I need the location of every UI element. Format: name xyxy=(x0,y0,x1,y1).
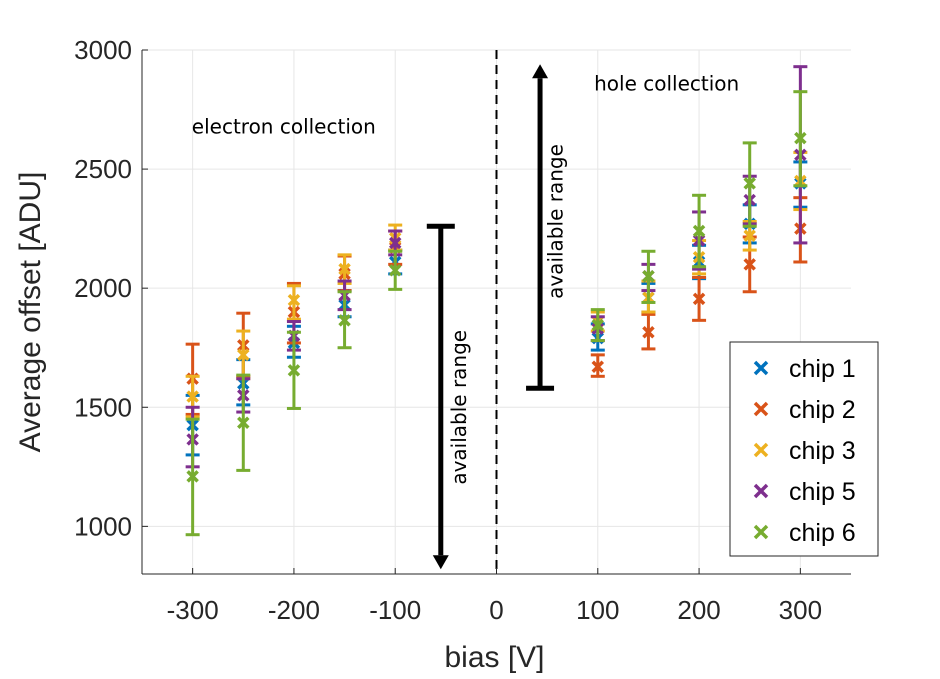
x-tick-label: 300 xyxy=(779,595,822,625)
y-tick-label: 1500 xyxy=(74,392,132,422)
legend-label: chip 5 xyxy=(789,478,856,506)
legend-marker xyxy=(753,483,769,499)
data-point-marker xyxy=(388,236,402,250)
x-tick-label: 0 xyxy=(489,595,503,625)
data-point-marker xyxy=(388,264,402,277)
legend-box xyxy=(729,341,879,557)
data-point-marker xyxy=(237,416,250,429)
data-point-marker xyxy=(338,262,351,276)
legend-marker xyxy=(753,524,769,540)
data-point-marker xyxy=(287,364,301,377)
series-layer xyxy=(185,65,808,537)
annotation-label: available range xyxy=(543,144,567,299)
legend-label: chip 6 xyxy=(789,519,856,547)
data-point-marker xyxy=(237,348,250,362)
series-chip-6 xyxy=(185,90,808,537)
x-tick-label: 200 xyxy=(677,595,720,625)
x-tick-label: -200 xyxy=(268,595,320,625)
annotation-label: hole collection xyxy=(594,71,739,95)
legend: chip 1 chip 2 chip 3 chip 5 chip 6 xyxy=(729,341,879,557)
legend-label: chip 3 xyxy=(789,437,856,465)
data-point-marker xyxy=(186,390,199,403)
data-point-marker xyxy=(692,292,706,306)
data-point-marker xyxy=(794,131,807,145)
data-point-marker xyxy=(692,224,706,238)
x-tick-label: -300 xyxy=(167,595,219,625)
data-point-marker xyxy=(287,293,301,307)
y-tick-label: 2000 xyxy=(74,273,132,303)
data-point-marker xyxy=(186,470,199,483)
legend-marker xyxy=(753,360,769,376)
data-point-marker xyxy=(743,177,756,190)
annotation-label: electron collection xyxy=(192,114,376,138)
legend-label: chip 1 xyxy=(789,355,856,383)
data-point-marker xyxy=(591,318,605,332)
legend-label: chip 2 xyxy=(789,396,856,424)
data-point-marker xyxy=(642,270,655,283)
annotations: electron collection hole collection availa… xyxy=(192,50,739,574)
axes: -300 -200 -100 0 100 200 300 1000 1500 2000 2500 30… xyxy=(14,35,851,674)
data-point-marker xyxy=(338,314,351,327)
x-tick-label: 100 xyxy=(576,595,619,625)
range-arrow-head xyxy=(532,64,549,79)
data-point-marker xyxy=(743,229,756,243)
legend-marker xyxy=(753,442,769,458)
annotation-label: available range xyxy=(447,330,471,485)
y-tick-label: 3000 xyxy=(74,35,132,65)
x-axis-label: bias [V] xyxy=(444,641,544,674)
data-point-marker xyxy=(591,360,605,374)
y-axis-label: Average offset [ADU] xyxy=(14,172,47,453)
y-tick-label: 1000 xyxy=(74,511,132,541)
legend-marker xyxy=(753,401,769,417)
x-tick-label: -100 xyxy=(369,595,421,625)
y-tick-label: 2500 xyxy=(74,154,132,184)
range-arrow-head xyxy=(432,555,449,570)
data-point-marker xyxy=(642,326,655,339)
data-point-marker xyxy=(743,258,756,271)
